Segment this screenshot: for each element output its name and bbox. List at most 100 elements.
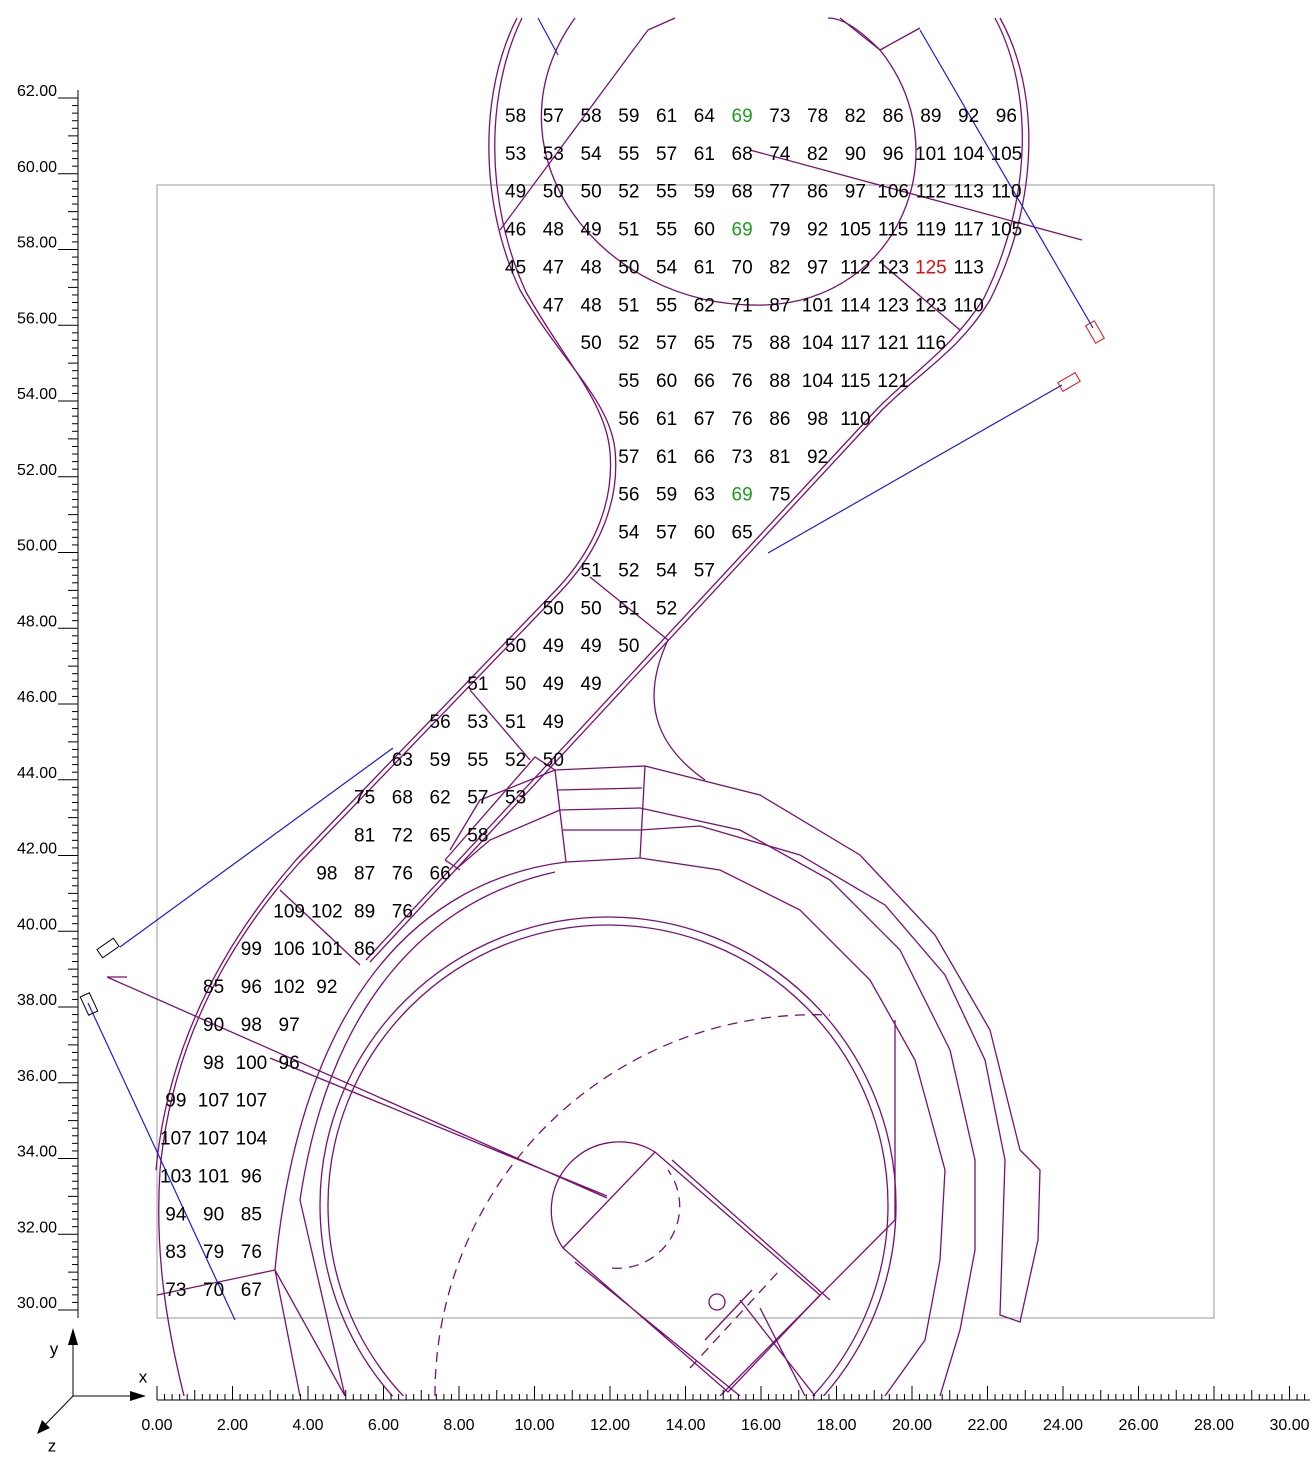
x-tick-label: 8.00 (443, 1417, 474, 1434)
grid-value: 50 (581, 333, 602, 354)
grid-value: 50 (505, 674, 526, 695)
grid-value: 125 (915, 257, 947, 278)
grid-value: 76 (392, 901, 413, 922)
grid-value: 49 (581, 220, 602, 241)
y-tick-label: 34.00 (17, 1144, 57, 1161)
grid-value: 54 (581, 144, 603, 165)
grid-value: 81 (354, 826, 375, 847)
grid-value: 87 (354, 863, 375, 884)
grid-value: 49 (543, 674, 564, 695)
x-tick-label: 10.00 (514, 1417, 554, 1434)
grid-value: 70 (732, 257, 753, 278)
grid-value: 55 (618, 371, 639, 392)
grid-value: 59 (694, 182, 715, 203)
grid-value: 50 (581, 598, 602, 619)
grid-value: 121 (877, 333, 909, 354)
grid-value: 112 (840, 257, 870, 278)
source (96, 937, 120, 959)
grid-value: 96 (241, 977, 262, 998)
grid-value: 69 (732, 106, 753, 127)
x-tick-label: 14.00 (665, 1417, 705, 1434)
grid-value: 57 (618, 447, 639, 468)
grid-value: 51 (618, 220, 639, 241)
grid-value: 59 (430, 750, 451, 771)
grid-value: 107 (198, 1129, 230, 1150)
lines (719, 1020, 896, 1396)
grid-value: 101 (915, 144, 947, 165)
grid-value: 110 (840, 409, 870, 430)
grid-value: 49 (581, 674, 602, 695)
y-tick-label: 54.00 (17, 386, 57, 403)
grid-value: 97 (845, 182, 866, 203)
grid-value: 50 (543, 598, 564, 619)
grid-value: 69 (732, 220, 753, 241)
grid-value: 61 (694, 257, 715, 278)
grid-value: 92 (958, 106, 979, 127)
y-tick-label: 38.00 (17, 992, 57, 1009)
grid-value: 65 (694, 333, 715, 354)
dashed-arc (434, 1014, 831, 1396)
grid-value: 82 (769, 257, 790, 278)
grid-value: 119 (916, 220, 946, 241)
grid-value: 101 (802, 295, 834, 316)
grid-value: 52 (618, 182, 639, 203)
y-tick-label: 32.00 (17, 1219, 57, 1236)
grid-value: 113 (953, 257, 983, 278)
grid-value: 68 (392, 788, 413, 809)
grid-value: 116 (916, 333, 946, 354)
grid-value: 45 (505, 257, 526, 278)
grid-value: 53 (543, 144, 564, 165)
grid-value: 49 (581, 636, 602, 657)
grid-value: 96 (279, 1053, 300, 1074)
x-tick-label: 18.00 (816, 1417, 856, 1434)
boundary (365, 17, 1023, 961)
grid-value: 70 (203, 1280, 224, 1301)
grid-value: 57 (694, 560, 715, 581)
grid-value: 90 (203, 1204, 224, 1225)
axis-triad: y x z (37, 1328, 148, 1455)
grid-value: 100 (236, 1053, 268, 1074)
grid-value: 86 (883, 106, 904, 127)
source (1084, 320, 1106, 344)
grid-value: 110 (991, 182, 1021, 203)
grid-value: 92 (807, 447, 828, 468)
grid-value: 55 (467, 750, 488, 771)
grid-value: 50 (581, 182, 602, 203)
axis-name: y (50, 1339, 59, 1358)
grid-value: 104 (953, 144, 985, 165)
grid-value: 61 (656, 447, 677, 468)
grid-value: 104 (802, 333, 834, 354)
grid-value: 47 (543, 295, 564, 316)
grid-value: 121 (877, 371, 909, 392)
ray (87, 17, 1094, 1321)
grid-value: 107 (198, 1091, 230, 1112)
grid-value: 94 (165, 1204, 187, 1225)
stand (444, 756, 646, 871)
y-tick-label: 42.00 (17, 841, 57, 858)
grid-value: 66 (430, 863, 451, 884)
grid-value: 71 (732, 295, 753, 316)
x-tick-label: 2.00 (217, 1417, 248, 1434)
x-tick-label: 12.00 (590, 1417, 630, 1434)
grid-value: 76 (732, 371, 753, 392)
x-tick-label: 26.00 (1118, 1417, 1158, 1434)
grid-value: 56 (618, 409, 639, 430)
grid-value: 86 (769, 409, 790, 430)
grid-value: 96 (241, 1166, 262, 1187)
x-tick-label: 22.00 (967, 1417, 1007, 1434)
grid-value: 85 (241, 1204, 262, 1225)
grid-value: 102 (311, 901, 343, 922)
grid-value: 56 (618, 485, 639, 506)
grid-value: 98 (203, 1053, 224, 1074)
grid-value: 74 (769, 144, 791, 165)
grid-value: 52 (505, 750, 526, 771)
grid-value: 75 (354, 788, 375, 809)
grid-value: 82 (807, 144, 828, 165)
grid-value: 58 (581, 106, 602, 127)
stand (639, 807, 976, 1396)
pitch (611, 1169, 781, 1369)
x-tick-label: 0.00 (141, 1417, 172, 1434)
grid-value: 97 (279, 1015, 300, 1036)
grid-value: 88 (769, 371, 790, 392)
grid-value: 105 (991, 220, 1023, 241)
